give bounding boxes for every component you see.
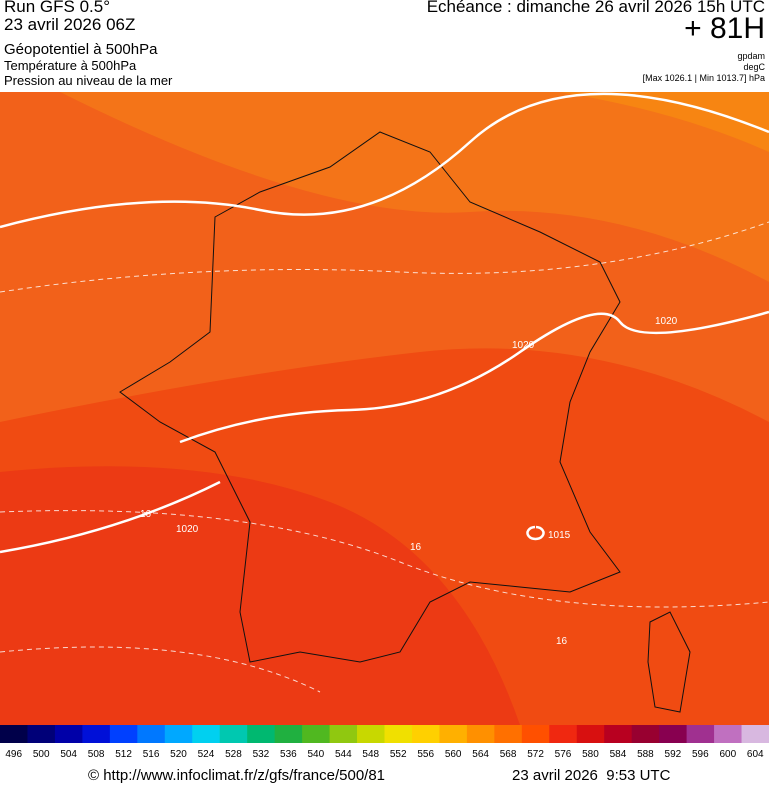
contour-label: 1015 — [548, 530, 571, 541]
contour-label: 1020 — [512, 340, 535, 351]
coastline — [119, 131, 691, 713]
source: © http://www.infoclimat.fr/z/gfs/france/… — [88, 767, 386, 784]
scale-swatch — [164, 725, 193, 743]
scale-swatch — [494, 725, 523, 743]
scale-swatch — [466, 725, 495, 743]
map: 1020 1020 1020 1015 16 16 16 — [0, 92, 769, 725]
scale-label: 524 — [198, 749, 215, 760]
scale-label: 592 — [665, 749, 682, 760]
scale-swatch — [604, 725, 633, 743]
contour-label: 16 — [140, 509, 152, 520]
scale-label: 568 — [500, 749, 517, 760]
scale-swatch — [329, 725, 358, 743]
contour-label: 16 — [556, 636, 568, 647]
field-fill — [0, 466, 520, 725]
scale-label: 532 — [253, 749, 270, 760]
scale-label: 556 — [417, 749, 434, 760]
scale-label: 540 — [307, 749, 324, 760]
scale-swatch — [411, 725, 440, 743]
run-date: 23 avril 2026 06Z — [4, 15, 136, 34]
scale-label: 588 — [637, 749, 654, 760]
scale-swatch — [0, 725, 28, 743]
scale-label: 576 — [555, 749, 572, 760]
contour-label: 16 — [410, 542, 422, 553]
scale-label: 496 — [5, 749, 22, 760]
scale-label: 580 — [582, 749, 599, 760]
scale-swatch — [192, 725, 221, 743]
scale-swatch — [631, 725, 660, 743]
scale-label: 584 — [610, 749, 627, 760]
color-scale: 496 500 504 508 512 516 520 524 528 532 536 540 544 5… — [0, 725, 769, 760]
field-fill — [60, 92, 769, 282]
scale-label: 500 — [33, 749, 50, 760]
unit: degC — [743, 62, 765, 72]
scale-label: 596 — [692, 749, 709, 760]
scale-swatch — [109, 725, 138, 743]
scale-label: 504 — [60, 749, 77, 760]
scale-label: 544 — [335, 749, 352, 760]
scale-label: 548 — [362, 749, 379, 760]
scale-label: 552 — [390, 749, 407, 760]
issue-date: 23 avril 2026 9:53 UTC — [512, 767, 671, 784]
scale-label: 536 — [280, 749, 297, 760]
scale-swatch — [247, 725, 276, 743]
contour-label: 1020 — [176, 524, 199, 535]
scale-swatch — [439, 725, 468, 743]
scale-swatch — [357, 725, 385, 743]
scale-swatch — [659, 725, 688, 743]
scale-swatch — [686, 725, 715, 743]
scale-swatch — [137, 725, 166, 743]
scale-label: 516 — [143, 749, 160, 760]
isobar — [0, 92, 769, 554]
scale-swatch — [219, 725, 248, 743]
unit: gpdam — [737, 51, 765, 61]
field: Pression au niveau de la mer — [4, 73, 173, 88]
run: Run GFS 0.5° — [4, 0, 111, 16]
scale-swatch — [576, 725, 605, 743]
isotherm — [0, 221, 769, 693]
scale-label: 508 — [88, 749, 105, 760]
scale-label: 528 — [225, 749, 242, 760]
scale-label: 600 — [719, 749, 736, 760]
scale-swatch — [302, 725, 331, 743]
lead-time: + 81H — [684, 12, 765, 45]
field: Température à 500hPa — [4, 58, 137, 73]
field: Géopotentiel à 500hPa — [4, 41, 158, 58]
scale-label: 512 — [115, 749, 132, 760]
scale-swatch — [82, 725, 111, 743]
scale-swatch — [521, 725, 550, 743]
scale-swatch — [549, 725, 578, 743]
scale-label: 520 — [170, 749, 187, 760]
field-fill — [560, 92, 769, 152]
scale-swatch — [384, 725, 413, 743]
scale-swatch — [54, 725, 83, 743]
scale-label: 564 — [472, 749, 489, 760]
scale-swatch — [714, 725, 743, 743]
scale-label: 572 — [527, 749, 544, 760]
scale-label: 604 — [747, 749, 764, 760]
forecast-time: Echéance : dimanche 26 avril 2026 15h UT… — [426, 0, 765, 16]
scale-swatch — [274, 725, 303, 743]
unit: [Max 1026.1 | Min 1013.7] hPa — [642, 73, 765, 83]
scale-label: 560 — [445, 749, 462, 760]
scale-swatch — [27, 725, 56, 743]
contour-label: 1020 — [655, 316, 678, 327]
scale-swatch — [741, 725, 769, 743]
